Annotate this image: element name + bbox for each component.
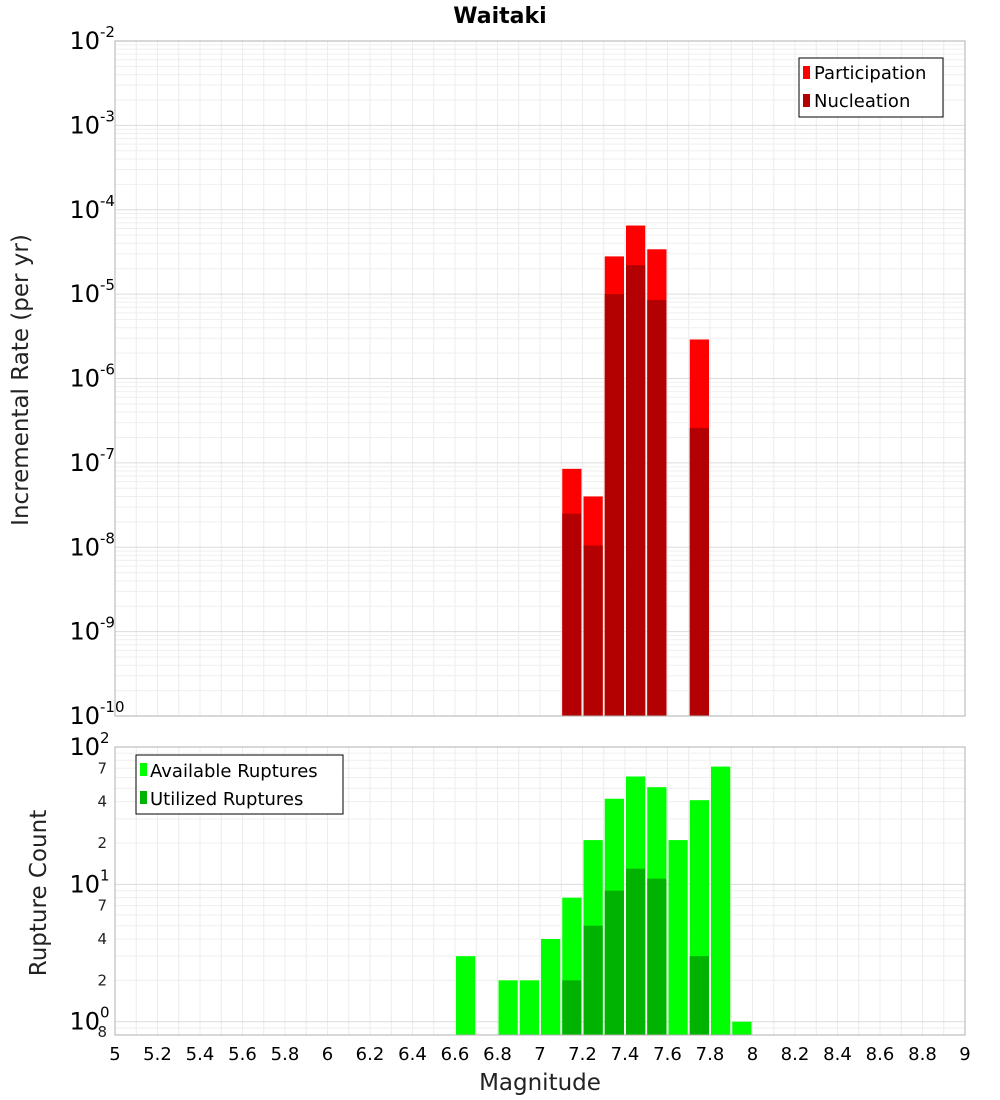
bottom-y-tick-base: 10 (69, 870, 100, 898)
bottom-y-tick-exponent: 2 (100, 729, 110, 747)
top-y-tick-base: 10 (69, 196, 100, 224)
bottom-y-axis-label: Rupture Count (26, 810, 52, 976)
top-y-tick-exponent: -8 (100, 529, 115, 547)
bottom-y-minor-tick: 7 (97, 759, 107, 777)
top-bar-nucleation (583, 545, 603, 716)
top-y-tick-base: 10 (69, 618, 100, 646)
x-axis-label: Magnitude (479, 1070, 601, 1096)
x-tick-label: 6.6 (441, 1044, 470, 1065)
top-y-tick-exponent: -2 (100, 23, 115, 41)
top-plot-border (114, 40, 966, 717)
bottom-bar-available-ruptures (541, 939, 561, 1035)
bottom-y-minor-tick: 7 (97, 897, 107, 915)
legend-label-available: Available Ruptures (150, 761, 318, 782)
bottom-bar-available-ruptures (456, 956, 476, 1035)
top-legend: Participation Nucleation (798, 57, 944, 118)
legend-label-nucleation: Nucleation (814, 91, 910, 112)
bottom-y-minor-tick: 4 (97, 793, 107, 811)
legend-label-participation: Participation (814, 63, 926, 84)
top-y-tick-exponent: -7 (100, 445, 115, 463)
x-tick-label: 9 (959, 1044, 970, 1065)
x-tick-label: 7.4 (611, 1044, 640, 1065)
bottom-y-minor-tick: 2 (97, 834, 107, 852)
x-tick-label: 6.2 (356, 1044, 385, 1065)
bottom-bar-available-ruptures (711, 766, 731, 1035)
bottom-bar-available-ruptures (498, 980, 518, 1035)
chart-title: Waitaki (453, 4, 546, 29)
legend-label-utilized: Utilized Ruptures (150, 789, 303, 810)
top-y-tick-base: 10 (69, 111, 100, 139)
top-bar-nucleation (689, 427, 709, 716)
x-tick-label: 8 (747, 1044, 758, 1065)
top-legend-box (798, 57, 944, 118)
x-tick-label: 8.8 (908, 1044, 937, 1065)
top-y-tick-base: 10 (69, 449, 100, 477)
bottom-bar-utilized-ruptures (626, 868, 646, 1035)
x-tick-label: 8.6 (866, 1044, 895, 1065)
top-y-axis-label: Incremental Rate (per yr) (8, 234, 34, 526)
x-tick-label: 8.2 (781, 1044, 810, 1065)
legend-swatch-nucleation (803, 94, 810, 107)
bottom-bar-available-ruptures (732, 1021, 752, 1035)
x-tick-label: 6.4 (398, 1044, 427, 1065)
bottom-y-tick-base: 10 (69, 1008, 100, 1036)
x-tick-label: 7.2 (568, 1044, 597, 1065)
bottom-bar-utilized-ruptures (604, 890, 624, 1035)
x-tick-label: 5.6 (228, 1044, 257, 1065)
top-bars (562, 225, 709, 716)
x-tick-label: 5.8 (271, 1044, 300, 1065)
top-y-tick-base: 10 (69, 365, 100, 393)
bottom-legend: Available Ruptures Utilized Ruptures (135, 754, 344, 815)
x-tick-label: 7 (534, 1044, 545, 1065)
bottom-bar-available-ruptures (668, 840, 688, 1035)
top-y-tick-base: 10 (69, 280, 100, 308)
bottom-y-tick-exponent: 1 (100, 866, 110, 884)
legend-swatch-available (140, 763, 147, 776)
bottom-plot-border (114, 746, 966, 1036)
top-y-tick-base: 10 (69, 533, 100, 561)
top-bar-nucleation (647, 300, 667, 716)
top-bar-nucleation (562, 513, 582, 716)
bottom-bar-utilized-ruptures (647, 878, 667, 1035)
top-y-tick-exponent: -5 (100, 276, 115, 294)
bottom-y-tick-base: 10 (69, 733, 100, 761)
x-tick-label: 5.2 (143, 1044, 172, 1065)
top-gridlines (115, 41, 965, 717)
top-bar-nucleation (604, 294, 624, 716)
top-y-tick-exponent: -4 (100, 192, 115, 210)
bottom-bar-utilized-ruptures (583, 925, 603, 1035)
x-tick-label: 5.4 (186, 1044, 215, 1065)
top-y-tick-exponent: -10 (100, 698, 125, 716)
x-tick-label: 7.6 (653, 1044, 682, 1065)
bottom-y-tick-exponent: 0 (100, 1004, 110, 1022)
top-y-tick-base: 10 (69, 702, 100, 730)
top-y-tick-exponent: -3 (100, 107, 115, 125)
bottom-y-minor-tick: 4 (97, 930, 107, 948)
top-bar-nucleation (626, 265, 646, 716)
bottom-bar-utilized-ruptures (562, 980, 582, 1035)
legend-swatch-utilized (140, 791, 147, 804)
bottom-y-minor-tick: 8 (97, 1023, 107, 1041)
x-tick-label: 5 (109, 1044, 120, 1065)
x-tick-label: 8.4 (823, 1044, 852, 1065)
bottom-legend-box (135, 754, 344, 815)
top-y-tick-exponent: -9 (100, 614, 115, 632)
x-tick-label: 6 (322, 1044, 333, 1065)
top-y-tick-exponent: -6 (100, 361, 115, 379)
legend-swatch-participation (803, 66, 810, 79)
top-y-tick-base: 10 (69, 27, 100, 55)
bottom-bar-utilized-ruptures (689, 956, 709, 1035)
x-tick-labels: 5 5.2 5.4 5.6 5.8 6 6.2 6.4 6.6 6.8 7 7.2 7.4 7.6 7.8 8… (109, 1044, 970, 1065)
bottom-y-minor-tick: 2 (97, 971, 107, 989)
bottom-bars (456, 766, 752, 1035)
bottom-bar-available-ruptures (519, 980, 539, 1035)
x-tick-label: 7.8 (696, 1044, 725, 1065)
x-tick-label: 6.8 (483, 1044, 512, 1065)
